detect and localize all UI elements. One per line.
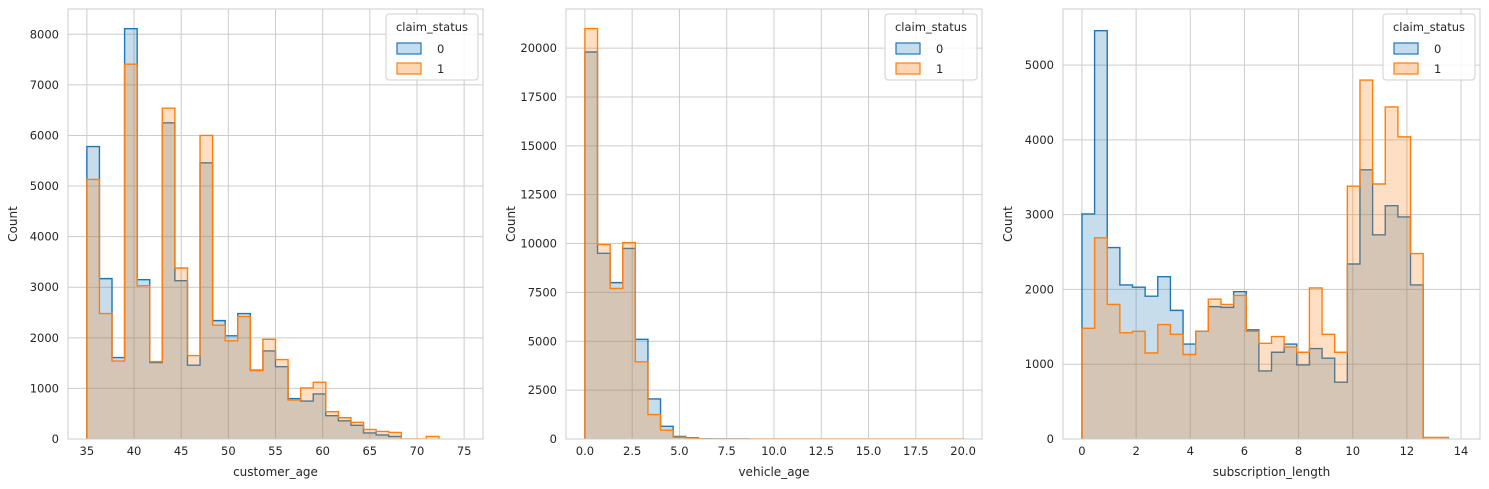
x-tick-label: 75: [457, 444, 472, 458]
x-tick-label: 50: [221, 444, 236, 458]
y-tick-label: 17500: [520, 90, 557, 104]
legend: claim_status 0 1: [385, 13, 479, 81]
y-tick-label: 0: [550, 432, 557, 446]
y-tick-label: 5000: [30, 179, 59, 193]
x-axis-label: subscription_length: [1213, 465, 1330, 479]
chart-panel-2: 0.0 2.5 5.0 7.5 10.0 12.5 15.0 17.5 20.0 0 2500 500…: [504, 8, 983, 479]
legend-swatch: [895, 42, 921, 55]
legend-swatch: [1393, 42, 1419, 55]
series-fill: [1081, 30, 1424, 439]
x-axis-label: vehicle_age: [738, 465, 809, 479]
x-tick-label: 15.0: [856, 444, 882, 458]
legend-swatch: [895, 62, 921, 75]
y-tick-label: 15000: [520, 139, 557, 153]
legend-entry: 1: [936, 62, 943, 76]
y-tick-label: 1000: [1025, 357, 1054, 371]
series-0: [1081, 29, 1424, 439]
x-tick-label: 10: [1345, 444, 1360, 458]
y-tick-label: 7500: [528, 285, 557, 299]
series-fill: [584, 52, 749, 439]
legend-entry: 0: [936, 42, 943, 56]
x-tick-label: 17.5: [903, 444, 929, 458]
x-tick-label: 2: [1132, 444, 1139, 458]
x-tick-label: 14: [1454, 444, 1469, 458]
x-tick-label: 12: [1400, 444, 1415, 458]
legend-entry: 0: [437, 42, 444, 56]
x-tick-label: 7.5: [718, 444, 736, 458]
x-tick-label: 40: [127, 444, 142, 458]
series-fill: [584, 28, 964, 439]
x-tick-label: 55: [268, 444, 283, 458]
x-tick-label: 12.5: [808, 444, 834, 458]
axes-frame: [565, 8, 983, 440]
series-1: [1081, 79, 1450, 439]
series-step-line: [86, 63, 440, 439]
y-tick-label: 10000: [520, 237, 557, 251]
series-step-line: [1081, 79, 1450, 439]
legend-entry: 1: [1434, 62, 1441, 76]
series-step-line: [1081, 29, 1424, 439]
grid: [68, 9, 483, 440]
y-tick-label: 0: [52, 432, 59, 446]
y-axis-label: Count: [6, 206, 20, 242]
y-tick-label: 8000: [30, 27, 59, 41]
legend-swatch: [396, 42, 422, 55]
y-tick-label: 7000: [30, 78, 59, 92]
chart-panel-1: 35 40 45 50 55 60 65 70 75 0 1000 2000 3000 4000 5000 6…: [6, 8, 484, 479]
y-tick-label: 0: [1047, 432, 1054, 446]
legend-title: claim_status: [396, 20, 468, 34]
x-axis-label: customer_age: [233, 465, 318, 479]
x-tick-label: 35: [80, 444, 95, 458]
y-axis-label: Count: [1001, 206, 1015, 242]
x-tick-label: 65: [362, 444, 377, 458]
y-axis-label: Count: [504, 206, 518, 242]
y-tick-label: 3000: [1025, 208, 1054, 222]
y-tick-label: 2000: [30, 331, 59, 345]
legend-title: claim_status: [895, 20, 967, 34]
y-tick-label: 2000: [1025, 282, 1054, 296]
x-tick-label: 10.0: [761, 444, 787, 458]
x-tick-label: 6: [1241, 444, 1248, 458]
y-tick-label: 20000: [520, 41, 557, 55]
legend-swatch: [396, 62, 422, 75]
series-fill: [86, 64, 439, 439]
legend-title: claim_status: [1393, 20, 1465, 34]
y-tick-label: 5000: [1025, 58, 1054, 72]
y-tick-label: 4000: [1025, 133, 1054, 147]
y-tick-label: 6000: [30, 128, 59, 142]
legend-entry: 0: [1434, 42, 1441, 56]
y-tick-label: 2500: [528, 383, 557, 397]
x-tick-label: 5.0: [670, 444, 688, 458]
chart-panel-3: 0 2 4 6 8 10 12 14010002000300040005000subscrip…: [1001, 8, 1481, 479]
axes-frame: [1062, 8, 1481, 440]
series-1: [86, 63, 440, 439]
legend: claim_status 0 1: [1382, 13, 1476, 81]
series-fill: [86, 28, 402, 439]
x-tick-label: 20.0: [950, 444, 976, 458]
x-tick-label: 4: [1187, 444, 1194, 458]
x-tick-label: 0.0: [576, 444, 594, 458]
x-tick-label: 0: [1078, 444, 1085, 458]
legend: claim_status 0 1: [884, 13, 978, 81]
y-tick-label: 5000: [528, 334, 557, 348]
x-tick-label: 45: [174, 444, 189, 458]
series-fill: [1081, 80, 1449, 439]
grid: [566, 9, 982, 440]
y-tick-label: 1000: [30, 381, 59, 395]
legend-entry: 1: [437, 62, 444, 76]
y-tick-label: 12500: [520, 188, 557, 202]
legend-swatch: [1393, 62, 1419, 75]
y-tick-label: 4000: [30, 230, 59, 244]
axes-frame: [67, 8, 484, 440]
x-tick-label: 70: [410, 444, 425, 458]
x-tick-label: 2.5: [623, 444, 641, 458]
y-tick-label: 3000: [30, 280, 59, 294]
x-tick-label: 8: [1295, 444, 1302, 458]
x-tick-label: 60: [315, 444, 330, 458]
